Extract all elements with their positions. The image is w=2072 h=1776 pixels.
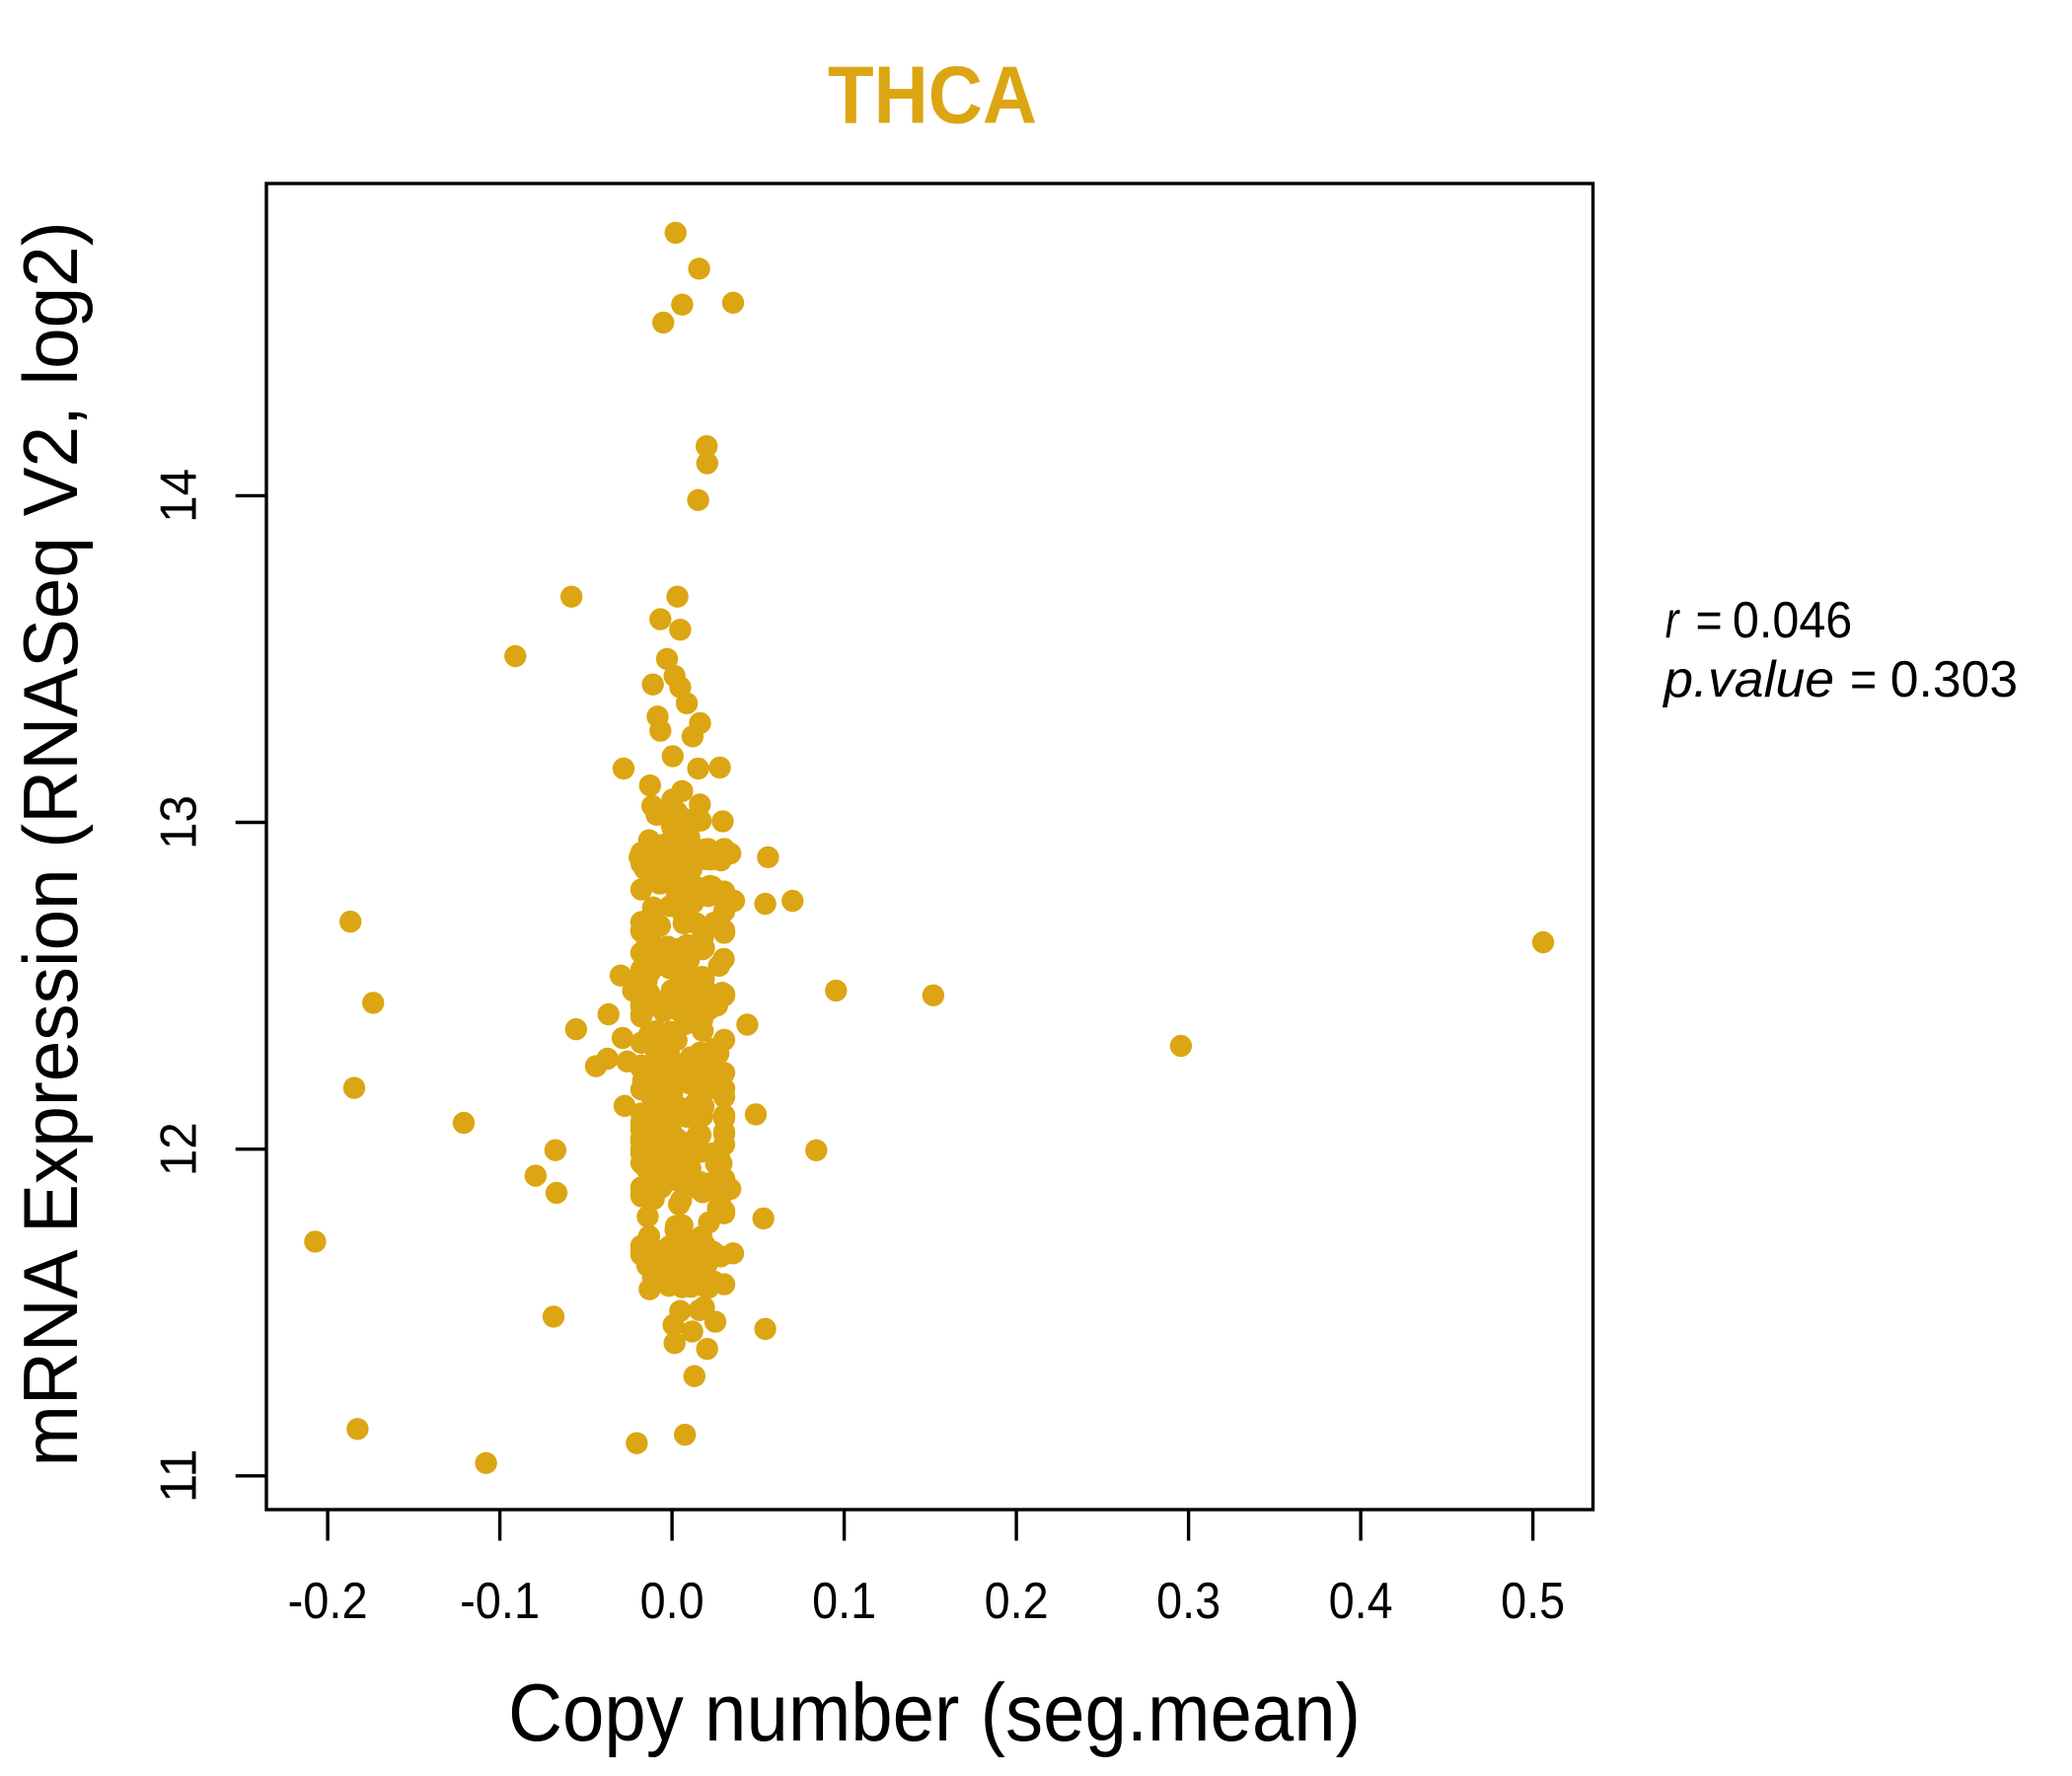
svg-text:0.0: 0.0 [640, 1573, 704, 1630]
svg-text:=: = [1696, 592, 1723, 649]
svg-text:0.1: 0.1 [812, 1573, 876, 1630]
svg-text:THCA: THCA [828, 48, 1037, 140]
svg-text:mRNA Expression (RNASeq V2, lo: mRNA Expression (RNASeq V2, log2) [7, 221, 94, 1466]
svg-text:0.2: 0.2 [985, 1573, 1049, 1630]
svg-text:=: = [1850, 651, 1877, 708]
svg-text:0.046: 0.046 [1733, 592, 1852, 649]
svg-text:14: 14 [150, 469, 207, 523]
svg-text:11: 11 [150, 1448, 207, 1503]
svg-text:r: r [1665, 592, 1681, 649]
svg-text:0.4: 0.4 [1329, 1573, 1393, 1630]
svg-text:-0.1: -0.1 [460, 1573, 540, 1630]
svg-text:12: 12 [150, 1122, 207, 1176]
svg-text:-0.2: -0.2 [288, 1573, 368, 1630]
svg-text:13: 13 [150, 795, 207, 850]
svg-text:0.3: 0.3 [1156, 1573, 1221, 1630]
svg-text:Copy number (seg.mean): Copy number (seg.mean) [508, 1666, 1361, 1758]
svg-text:p.value: p.value [1662, 651, 1834, 708]
svg-text:0.5: 0.5 [1501, 1573, 1565, 1630]
svg-text:0.303: 0.303 [1890, 651, 2018, 708]
